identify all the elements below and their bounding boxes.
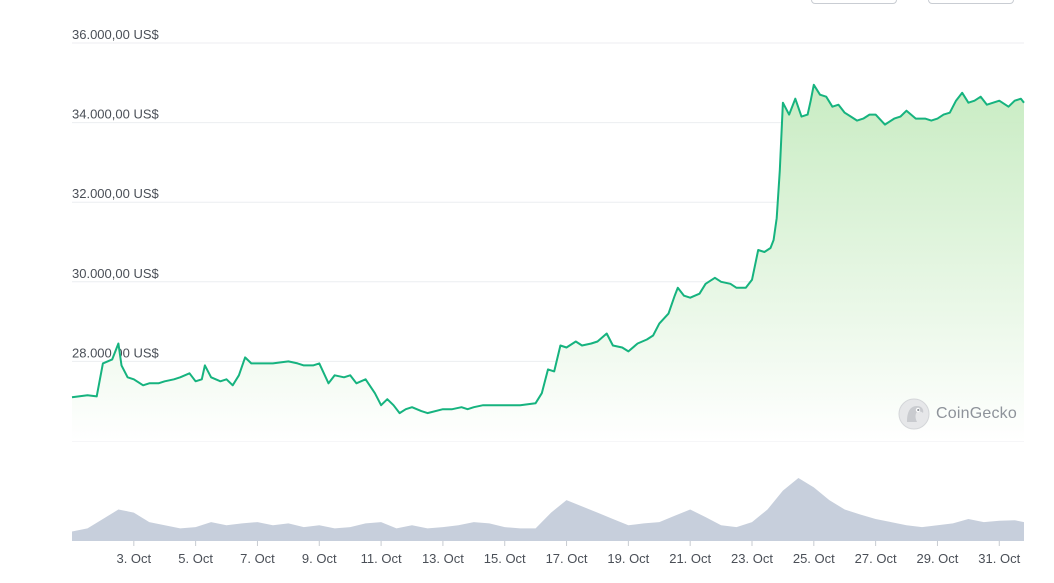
price-area [72, 84, 1024, 442]
price-line [71, 83, 1025, 415]
x-tick-label: 9. Oct [302, 551, 337, 566]
volume-chart [72, 478, 1024, 541]
x-tick-label: 11. Oct [361, 551, 402, 566]
x-tick-label: 21. Oct [669, 551, 711, 566]
coingecko-watermark: CoinGecko [898, 398, 1017, 430]
x-tick-label: 3. Oct [116, 551, 151, 566]
x-tick-label: 29. Oct [916, 551, 958, 566]
x-tick-label: 17. Oct [546, 551, 588, 566]
y-tick-label: 32.000,00 US$ [72, 186, 160, 201]
x-tick-label: 31. Oct [978, 551, 1020, 566]
price-area-fill [72, 84, 1024, 442]
x-tick-label: 19. Oct [607, 551, 649, 566]
x-tick-label: 7. Oct [240, 551, 275, 566]
watermark-text: CoinGecko [936, 405, 1017, 422]
price-series-line [71, 83, 1025, 415]
x-tick-label: 5. Oct [178, 551, 213, 566]
y-tick-label: 36.000,00 US$ [72, 27, 160, 42]
coingecko-gecko-icon [898, 398, 930, 430]
x-tick-label: 15. Oct [484, 551, 526, 566]
x-tick-label: 23. Oct [731, 551, 773, 566]
x-tick-label: 25. Oct [793, 551, 835, 566]
x-tick-label: 27. Oct [855, 551, 897, 566]
y-tick-label: 30.000,00 US$ [72, 266, 160, 281]
x-axis: 3. Oct 5. Oct 7. Oct 9. Oct 11. Oct 13. Oct 15… [116, 541, 1021, 566]
x-tick-label: 13. Oct [422, 551, 464, 566]
y-tick-label: 34.000,00 US$ [72, 107, 160, 122]
volume-area [72, 478, 1024, 541]
